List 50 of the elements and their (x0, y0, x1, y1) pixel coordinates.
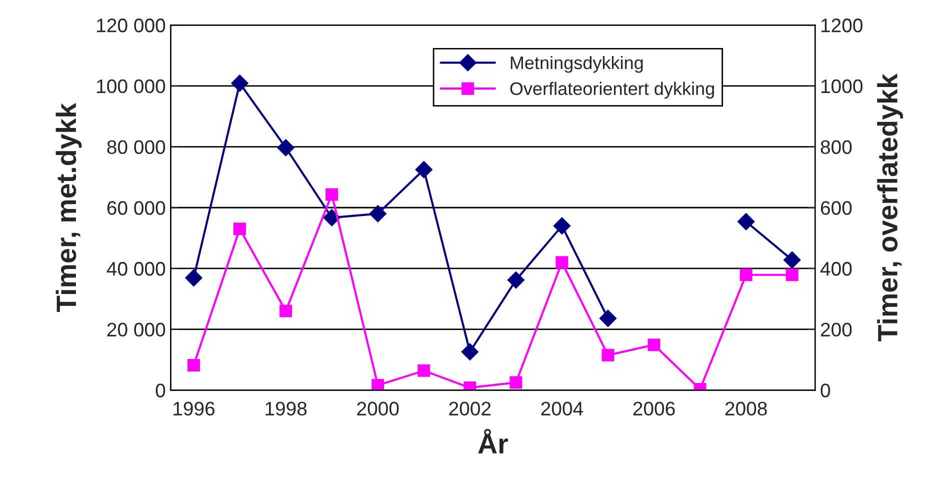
point (507, 271, 524, 289)
y-tick-label: 120 000 (97, 18, 166, 32)
y-tick-label: 0 (156, 384, 166, 398)
point (323, 209, 340, 226)
x-tick-label: 2002 (449, 402, 491, 416)
point (277, 139, 294, 156)
x-tick-label: 2004 (541, 402, 584, 416)
point (786, 268, 798, 282)
point (461, 343, 478, 360)
y2-tick-label: 800 (820, 140, 852, 154)
y2-tick-label: 600 (820, 201, 852, 215)
point (602, 348, 614, 362)
y2-tick-label: 400 (820, 262, 852, 276)
point (234, 222, 246, 236)
point (187, 358, 200, 372)
point (648, 338, 660, 352)
point (510, 376, 522, 389)
y2-tick-label: 0 (820, 384, 830, 398)
y2-tick-label: 1200 (821, 18, 862, 32)
point (738, 213, 755, 230)
y2-axis-title: Timer, overflatedykk (877, 74, 904, 342)
point (599, 310, 617, 327)
y-tick-label: 80 000 (107, 140, 166, 154)
legend-label: Overflateorientert dykking (510, 82, 714, 99)
point (326, 188, 338, 201)
point (369, 205, 386, 222)
x-tick-label: 1996 (174, 402, 215, 416)
legend-label: Metningsdykking (510, 56, 643, 73)
y-tick-label: 20 000 (107, 322, 166, 337)
point (784, 251, 801, 268)
point (418, 364, 430, 377)
point (553, 217, 571, 234)
x-axis-title: År (478, 428, 508, 454)
y-tick-label: 100 000 (97, 79, 166, 94)
y-tick-label: 40 000 (106, 262, 166, 276)
point (740, 268, 752, 282)
y-axis-title: Timer, met.dykk (56, 102, 82, 312)
point (280, 304, 292, 318)
point (556, 256, 568, 269)
x-tick-label: 2006 (633, 402, 675, 416)
y-tick-label: 60 000 (107, 201, 166, 215)
point (415, 161, 432, 178)
point (185, 269, 202, 286)
x-tick-label: 1998 (266, 402, 307, 416)
point (372, 379, 384, 390)
point (231, 74, 248, 92)
y2-tick-label: 200 (820, 322, 852, 337)
y2-tick-label: 1000 (821, 79, 862, 94)
x-tick-label: 2000 (357, 402, 399, 416)
x-tick-label: 2008 (725, 402, 767, 416)
